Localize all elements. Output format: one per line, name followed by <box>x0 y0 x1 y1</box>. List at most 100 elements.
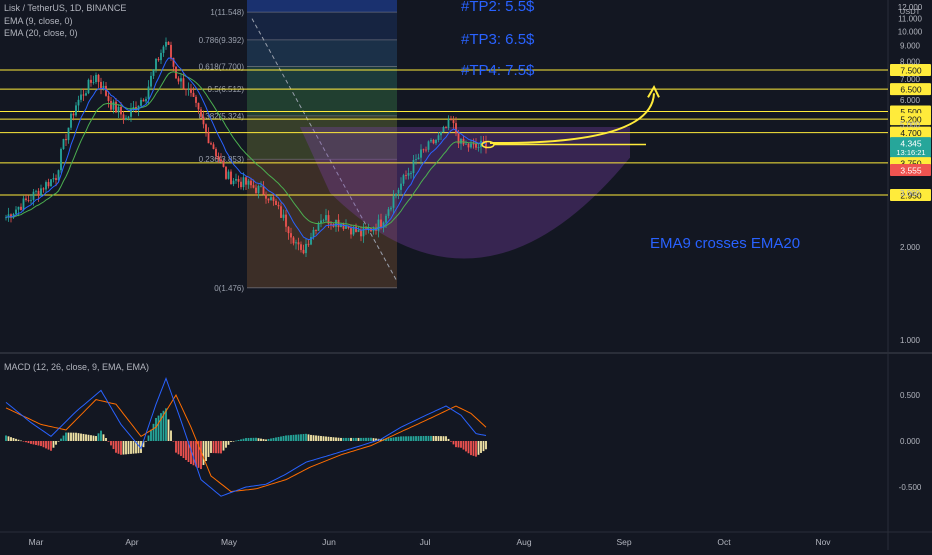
macd-histogram-bar <box>442 436 445 441</box>
macd-histogram-bar <box>360 437 362 441</box>
macd-histogram-bar <box>80 433 82 441</box>
macd-histogram-bar <box>375 438 377 441</box>
candle-body <box>325 215 327 221</box>
level-price-label: 5.500 <box>900 107 922 117</box>
candle-body <box>367 228 370 229</box>
candle-body <box>297 242 300 245</box>
macd-histogram-bar <box>430 435 432 441</box>
macd-histogram-bar <box>7 436 10 441</box>
ema20-line <box>5 71 487 229</box>
macd-histogram-bar <box>122 441 125 455</box>
macd-histogram-bar <box>87 434 90 441</box>
candle-body <box>390 207 392 210</box>
candle-body <box>410 173 412 174</box>
macd-histogram-bar <box>362 437 365 441</box>
candle-body <box>137 105 140 111</box>
candle-body <box>157 59 160 61</box>
candle-body <box>232 180 235 185</box>
macd-histogram-bar <box>177 441 180 455</box>
macd-histogram-bar <box>95 436 97 441</box>
candle-body <box>117 106 120 113</box>
price-axis-tick: 12.000 <box>898 3 923 12</box>
macd-histogram-bar <box>345 437 347 441</box>
time-axis-label: Nov <box>815 537 831 547</box>
macd-histogram-bar <box>180 441 182 457</box>
macd-histogram-bar <box>397 436 400 441</box>
candle-body <box>220 159 222 162</box>
level-price-badge <box>890 83 931 96</box>
candle-body <box>372 228 375 232</box>
level-price-badge <box>890 189 931 202</box>
macd-histogram-bar <box>420 436 422 441</box>
candle-body <box>140 99 142 106</box>
macd-histogram-bar <box>40 441 42 447</box>
macd-histogram-bar <box>350 437 352 441</box>
candle-body <box>322 220 325 222</box>
candle-body <box>10 214 12 218</box>
fib-level-label: 0.382(5.324) <box>199 112 245 121</box>
candle-body <box>300 244 302 250</box>
candle-body <box>25 198 27 200</box>
candle-body <box>317 223 320 231</box>
candle-body <box>100 81 102 89</box>
macd-histogram-bar <box>245 438 247 441</box>
macd-histogram-bar <box>60 438 62 441</box>
macd-histogram-bar <box>225 441 227 448</box>
macd-histogram-bar <box>400 436 402 441</box>
tp4-annotation: #TP4: 7.5$ <box>461 62 535 79</box>
candle-body <box>212 144 215 150</box>
candle-body <box>182 78 185 89</box>
candle-body <box>162 46 165 53</box>
macd-histogram-bar <box>410 436 412 441</box>
macd-histogram-bar <box>265 439 267 441</box>
macd-histogram-bar <box>437 436 440 441</box>
rounding-bottom-shape <box>300 127 630 259</box>
candle-body <box>400 183 402 190</box>
macd-histogram-bar <box>92 435 95 441</box>
macd-histogram-bar <box>240 439 242 441</box>
candle-body <box>417 157 420 160</box>
forecast-arrow <box>489 93 655 144</box>
macd-histogram-bar <box>137 441 140 454</box>
candle-body <box>115 101 117 113</box>
candle-body <box>362 227 365 237</box>
candle-body <box>177 78 180 82</box>
candle-body <box>207 131 210 144</box>
macd-histogram-bar <box>200 441 202 470</box>
macd-histogram-bar <box>167 419 170 441</box>
fib-zone <box>247 66 397 89</box>
candle-body <box>130 109 132 117</box>
macd-histogram-bar <box>300 434 302 441</box>
macd-histogram-bar <box>405 436 407 441</box>
macd-histogram-bar <box>277 436 280 441</box>
candle-body <box>457 133 460 144</box>
candle-body <box>235 178 237 181</box>
candle-body <box>147 86 150 99</box>
candle-body <box>252 185 255 188</box>
candle-body <box>247 180 250 185</box>
candle-body <box>45 182 47 190</box>
macd-histogram-bar <box>475 441 477 457</box>
macd-histogram-bar <box>32 441 35 445</box>
candle-body <box>287 226 290 234</box>
macd-histogram-bar <box>100 430 102 441</box>
candle-body <box>310 237 312 245</box>
macd-histogram-bar <box>62 435 65 441</box>
macd-histogram-bar <box>275 437 277 441</box>
macd-histogram-bar <box>255 437 257 441</box>
macd-histogram-bar <box>365 437 367 441</box>
macd-histogram-bar <box>317 435 320 441</box>
macd-histogram-bar <box>150 429 152 441</box>
macd-histogram-bar <box>267 438 270 441</box>
macd-histogram-bar <box>17 439 20 441</box>
macd-histogram-bar <box>402 436 405 441</box>
level-price-badge <box>890 113 931 126</box>
fib-trend-line <box>251 18 398 282</box>
macd-histogram-bar <box>185 441 187 461</box>
price-axis-tick: 9.000 <box>900 42 921 51</box>
candle-body <box>17 206 20 210</box>
macd-histogram-bar <box>210 441 212 453</box>
macd-histogram-bar <box>142 441 145 448</box>
